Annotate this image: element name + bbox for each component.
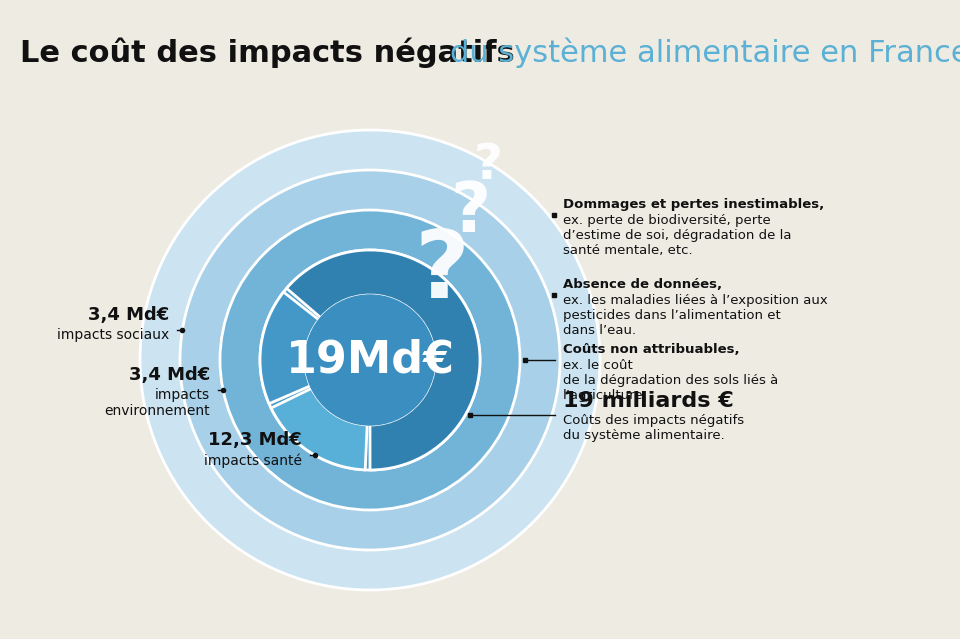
Circle shape xyxy=(180,170,560,550)
Wedge shape xyxy=(260,292,319,404)
Circle shape xyxy=(260,250,480,470)
Circle shape xyxy=(220,210,520,510)
Text: 19 milliards €: 19 milliards € xyxy=(563,391,733,411)
Wedge shape xyxy=(287,250,480,470)
Text: Absence de données,: Absence de données, xyxy=(563,278,722,291)
Text: Coûts non attribuables,: Coûts non attribuables, xyxy=(563,343,739,356)
Text: 3,4 Md€: 3,4 Md€ xyxy=(88,306,169,324)
Text: 3,4 Md€: 3,4 Md€ xyxy=(129,366,210,384)
Text: ?: ? xyxy=(415,226,469,318)
Text: 12,3 Md€: 12,3 Md€ xyxy=(207,431,301,449)
Text: ex. le coût
de la dégradation des sols liés à
l’agriculture.: ex. le coût de la dégradation des sols l… xyxy=(563,359,779,402)
Text: ?: ? xyxy=(473,141,502,189)
Text: impacts sociaux: impacts sociaux xyxy=(58,328,169,342)
Wedge shape xyxy=(271,389,367,470)
Text: ?: ? xyxy=(450,178,491,245)
Circle shape xyxy=(140,130,600,590)
Text: Coûts des impacts négatifs
du système alimentaire.: Coûts des impacts négatifs du système al… xyxy=(563,414,744,442)
Text: Le coût des impacts négatifs: Le coût des impacts négatifs xyxy=(20,38,525,68)
Text: du système alimentaire en France (2021): du système alimentaire en France (2021) xyxy=(450,38,960,68)
Text: Dommages et pertes inestimables,: Dommages et pertes inestimables, xyxy=(563,198,825,211)
Text: 19Md€: 19Md€ xyxy=(285,339,454,381)
Circle shape xyxy=(305,295,435,425)
Text: impacts santé: impacts santé xyxy=(204,453,301,468)
Text: ex. perte de biodiversité, perte
d’estime de soi, dégradation de la
santé mental: ex. perte de biodiversité, perte d’estim… xyxy=(563,214,791,257)
Text: impacts
environnement: impacts environnement xyxy=(105,388,210,418)
Text: ex. les maladies liées à l’exposition aux
pesticides dans l’alimentation et
dans: ex. les maladies liées à l’exposition au… xyxy=(563,294,828,337)
